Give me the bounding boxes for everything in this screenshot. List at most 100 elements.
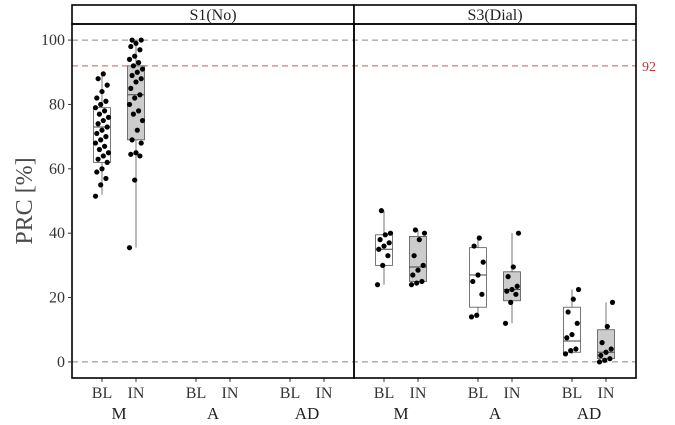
data-point bbox=[570, 296, 576, 302]
x-tick-label: IN bbox=[222, 385, 239, 402]
data-point bbox=[129, 37, 135, 43]
box-bl bbox=[563, 306, 581, 353]
data-point bbox=[562, 351, 569, 357]
data-point bbox=[100, 71, 106, 77]
data-point bbox=[99, 127, 105, 133]
x-group-label: AD bbox=[295, 404, 320, 423]
data-point bbox=[128, 151, 134, 157]
data-point bbox=[105, 114, 112, 120]
data-point bbox=[508, 299, 514, 305]
x-tick-label: IN bbox=[504, 385, 521, 402]
data-point bbox=[94, 95, 100, 101]
x-tick-label: BL bbox=[562, 385, 582, 402]
data-point bbox=[96, 111, 102, 117]
data-point bbox=[94, 130, 100, 137]
data-point bbox=[128, 85, 134, 91]
data-point bbox=[596, 359, 603, 365]
data-point bbox=[565, 309, 571, 315]
data-point bbox=[607, 356, 613, 362]
data-point bbox=[599, 340, 605, 346]
data-point bbox=[381, 243, 387, 249]
x-tick-label: BL bbox=[280, 385, 300, 402]
data-point bbox=[378, 208, 384, 214]
data-point bbox=[130, 111, 136, 117]
data-point bbox=[95, 121, 101, 127]
x-tick-label: IN bbox=[128, 385, 145, 402]
data-point bbox=[564, 335, 570, 341]
data-point bbox=[419, 278, 425, 285]
x-group-label: AD bbox=[577, 404, 602, 423]
data-point bbox=[102, 143, 108, 149]
data-point bbox=[99, 88, 105, 95]
x-tick-label: BL bbox=[186, 385, 206, 402]
x-group-label: A bbox=[489, 404, 502, 423]
y-axis-label: PRC [%] bbox=[12, 157, 38, 244]
data-point bbox=[574, 320, 580, 326]
y-tick-label: 60 bbox=[49, 161, 65, 178]
data-point bbox=[138, 37, 144, 43]
data-point bbox=[133, 40, 139, 46]
data-point bbox=[410, 272, 416, 278]
x-group-label: M bbox=[111, 404, 126, 423]
panel-frame bbox=[353, 23, 637, 379]
data-point bbox=[103, 175, 109, 182]
x-group-label: M bbox=[393, 404, 408, 423]
data-point bbox=[137, 153, 143, 159]
data-point bbox=[416, 237, 422, 243]
data-point bbox=[470, 278, 476, 285]
data-point bbox=[604, 323, 610, 330]
data-point bbox=[103, 98, 109, 104]
data-point bbox=[505, 274, 511, 280]
data-point bbox=[603, 349, 609, 355]
data-point bbox=[134, 127, 140, 133]
x-tick-label: BL bbox=[468, 385, 488, 402]
data-point bbox=[138, 76, 144, 82]
x-tick-label: IN bbox=[410, 385, 427, 402]
data-point bbox=[138, 140, 144, 146]
data-point bbox=[475, 272, 481, 278]
data-point bbox=[133, 79, 139, 85]
data-point bbox=[568, 348, 574, 354]
data-point bbox=[386, 240, 392, 246]
y-tick-label: 0 bbox=[57, 354, 65, 371]
data-point bbox=[98, 101, 104, 108]
data-point bbox=[133, 150, 139, 156]
panel-title: S1(No) bbox=[189, 7, 236, 24]
data-point bbox=[510, 264, 516, 270]
data-point bbox=[480, 259, 486, 265]
data-point bbox=[504, 288, 510, 294]
data-point bbox=[479, 291, 485, 297]
data-point bbox=[98, 182, 104, 188]
y-tick-label: 40 bbox=[49, 225, 65, 242]
x-tick-label: BL bbox=[374, 385, 394, 402]
data-point bbox=[128, 43, 134, 50]
data-point bbox=[92, 105, 99, 111]
data-point bbox=[104, 159, 110, 165]
y-tick-label: 80 bbox=[49, 96, 65, 113]
data-point bbox=[100, 117, 106, 124]
data-point bbox=[92, 193, 99, 199]
data-point bbox=[92, 140, 99, 146]
x-tick-label: BL bbox=[92, 385, 112, 402]
data-point bbox=[126, 56, 133, 63]
data-point bbox=[573, 346, 579, 352]
data-point bbox=[100, 153, 106, 159]
panel-frame bbox=[71, 23, 355, 379]
data-point bbox=[598, 352, 604, 359]
data-point bbox=[126, 245, 133, 251]
data-point bbox=[468, 314, 475, 320]
y-tick-label: 20 bbox=[49, 290, 65, 307]
data-point bbox=[137, 92, 143, 98]
data-point bbox=[602, 357, 608, 363]
data-point bbox=[609, 299, 616, 305]
data-point bbox=[412, 227, 418, 233]
data-point bbox=[575, 286, 582, 293]
data-point bbox=[374, 282, 381, 288]
data-point bbox=[98, 137, 104, 143]
data-point bbox=[104, 124, 110, 130]
data-point bbox=[421, 230, 428, 236]
data-point bbox=[515, 230, 522, 236]
data-point bbox=[130, 63, 136, 69]
